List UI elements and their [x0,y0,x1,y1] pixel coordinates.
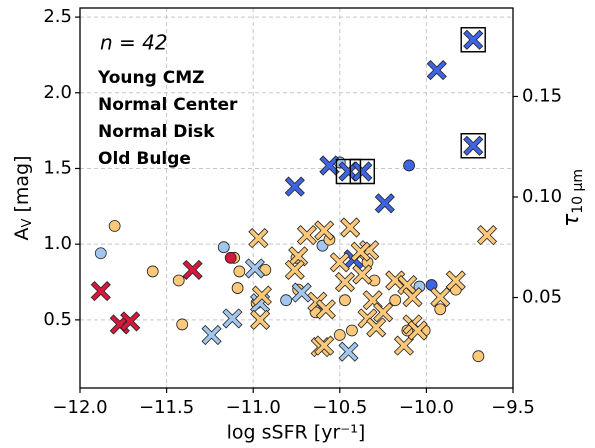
y2-tick-label: 0.15 [522,85,562,106]
x-tick-label: −9.5 [491,397,535,418]
highlight-box [335,158,362,185]
point-cross [314,220,335,241]
point-cross [373,302,394,323]
point-cross [366,317,387,338]
x-tick-label: −10.0 [399,397,454,418]
point-cross [393,335,414,356]
point-cross [222,308,243,329]
y2-axis-label: τ10 μm [559,169,586,227]
point-cross [250,309,271,330]
point-cross [340,217,361,238]
point-cross [426,60,447,81]
point-cross [315,299,336,320]
y2-label-main: τ [559,213,584,227]
y-tick-label: 1.5 [43,157,72,178]
point-circle [224,251,237,264]
legend-label: Normal Center [98,95,238,115]
point-circle [172,274,185,287]
y-label-main: A [11,227,33,240]
point-circle [339,294,351,307]
point-cross [463,29,484,50]
point-cross [463,135,484,156]
point-cross [334,271,356,293]
point-cross [407,320,428,341]
legend-label: Normal Disk [98,122,215,142]
y-tick-label: 1.0 [43,233,72,254]
point-cross [329,252,350,273]
point-cross [402,287,423,308]
y-axis-label: AV [mag] [11,156,35,241]
point-circle [346,324,358,337]
highlight-box [460,27,486,53]
y2-tick-label: 0.10 [522,186,562,207]
y-tick-label: 2.5 [43,6,72,27]
point-circle [434,303,447,316]
point-circle [389,294,402,307]
y-label-sub: V [20,218,35,227]
point-cross [445,270,466,291]
point-circle [217,241,230,254]
y2-tick-label: 0.05 [522,287,562,308]
y-tick-label: 2.0 [43,82,72,103]
point-circle [233,265,246,278]
point-cross [248,228,269,249]
point-circle [280,294,293,307]
point-cross [284,259,305,280]
point-circle [333,329,346,341]
point-circle [94,247,107,260]
point-cross [352,161,373,182]
x-axis-label: log sSFR [yr⁻¹] [227,422,366,444]
point-circle [108,220,121,232]
point-cross [476,225,498,246]
point-cross [338,341,359,362]
x-tick-label: −12.0 [52,397,107,418]
point-cross [314,335,335,356]
point-cross [244,258,265,279]
y-label-unit: [mag] [11,156,33,219]
legend-label: Young CMZ [97,68,204,88]
point-cross [251,285,272,306]
point-cross [120,311,141,332]
y2-label-sub: 10 μm [570,169,586,214]
point-cross [90,281,111,302]
point-circle [472,350,485,363]
point-cross [284,176,305,197]
x-tick-label: −11.0 [226,397,281,418]
legend-label: Old Bulge [98,149,191,169]
point-cross [296,225,317,246]
point-cross [350,241,371,262]
highlight-box [349,158,375,185]
annotation: n = 42 [100,31,168,55]
point-circle [231,282,244,294]
point-cross [374,193,395,214]
point-cross [319,155,340,176]
point-circle [403,159,415,172]
point-cross [430,287,451,308]
x-tick-label: −11.5 [139,397,194,418]
point-circle [176,318,189,331]
x-tick-label: −10.5 [312,397,367,418]
point-cross [352,264,373,285]
point-cross [201,324,222,346]
point-cross [182,259,203,280]
highlight-box [460,133,486,159]
y-tick-label: 0.5 [43,309,72,330]
plot-frame [79,7,514,389]
point-circle [146,265,159,278]
